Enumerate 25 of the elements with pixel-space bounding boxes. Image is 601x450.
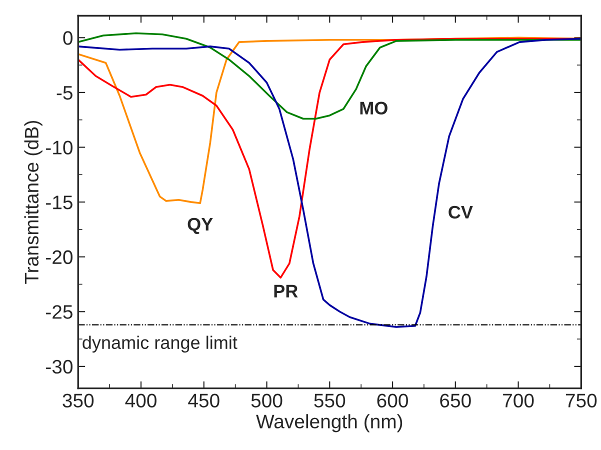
x-tick-label: 450: [188, 394, 220, 408]
y-tick-label: -10: [46, 140, 73, 154]
y-tick-label: -25: [46, 305, 72, 319]
line-series: [78, 38, 582, 328]
x-tick-label: 650: [440, 394, 471, 408]
series-label: MO: [360, 102, 388, 114]
x-tick-label: 400: [125, 394, 156, 408]
x-tick-label: 700: [503, 394, 534, 408]
x-axis-title: Wavelength (nm): [256, 414, 402, 432]
ref-line-label: dynamic range limit: [82, 336, 238, 353]
series-label: PR: [274, 284, 298, 298]
y-tick-label: 0: [63, 31, 73, 45]
x-tick-label: 500: [251, 394, 282, 408]
y-axis-title: Transmittance (dB): [24, 120, 42, 284]
x-tick-label: 600: [377, 394, 408, 408]
x-tick-label: 550: [314, 394, 346, 408]
line-series: [78, 32, 582, 120]
y-tick-label: -5: [56, 86, 72, 100]
x-tick-label: 350: [62, 394, 94, 408]
x-tick-label: 750: [566, 394, 597, 408]
y-tick-label: -15: [46, 196, 72, 210]
y-tick-label: -30: [46, 360, 73, 374]
y-tick-label: -20: [46, 250, 73, 264]
series-label: CV: [448, 206, 473, 219]
series-label: QY: [188, 218, 213, 234]
